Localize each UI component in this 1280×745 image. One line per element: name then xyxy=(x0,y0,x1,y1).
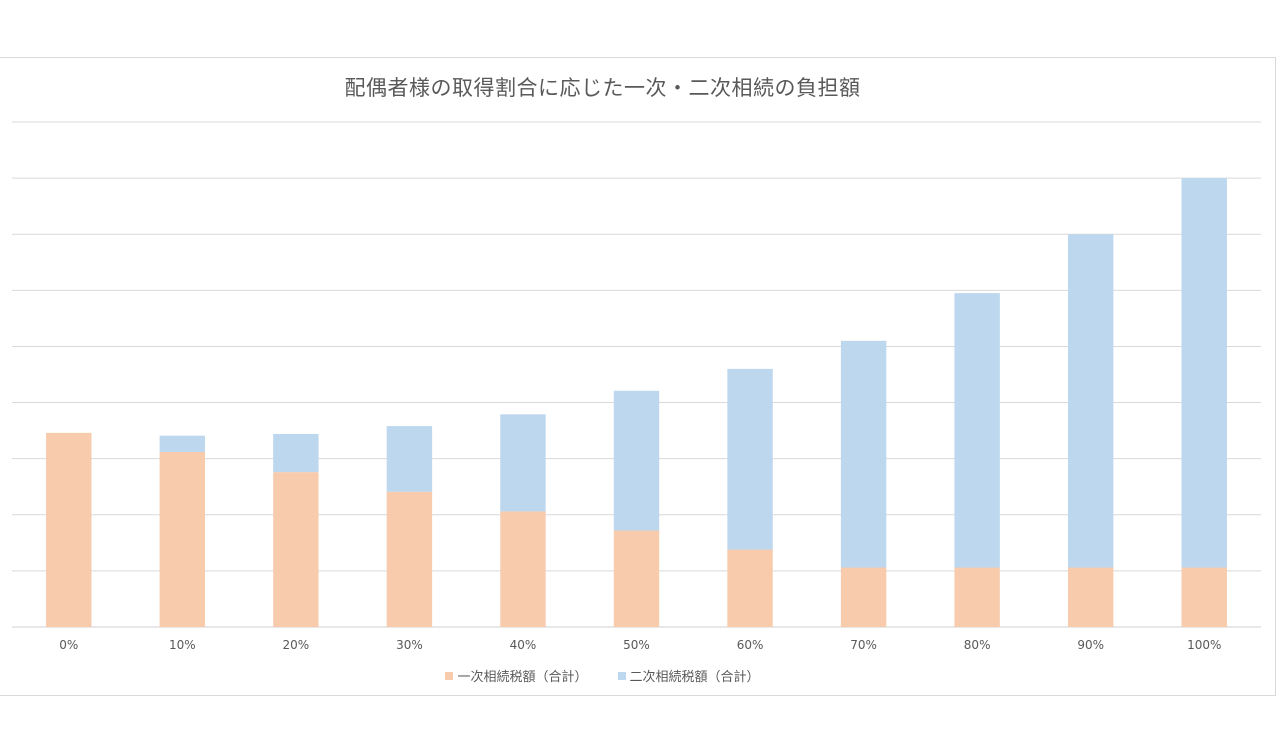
legend: 一次相続税額（合計） 二次相続税額（合計） xyxy=(0,666,1205,685)
legend-swatch-first xyxy=(445,671,454,680)
bar-second-60pct xyxy=(727,368,773,550)
bar-first-10pct xyxy=(159,451,206,627)
bar-second-100pct xyxy=(1181,178,1227,568)
x-tick-label: 40% xyxy=(510,638,537,652)
bar-first-0pct xyxy=(46,432,92,627)
bar-first-70pct xyxy=(840,567,887,627)
x-tick-label: 50% xyxy=(623,638,650,652)
bar-second-20pct xyxy=(273,433,319,473)
bar-second-70pct xyxy=(840,340,887,568)
gridlines xyxy=(12,121,1261,628)
legend-swatch-second xyxy=(617,671,626,680)
legend-item-first-inheritance: 一次相続税額（合計） xyxy=(445,666,588,685)
bar-first-40pct xyxy=(500,511,546,627)
bar-second-50pct xyxy=(613,390,660,531)
bar-first-80pct xyxy=(954,567,1000,627)
bar-first-90pct xyxy=(1067,567,1114,627)
x-tick-label: 0% xyxy=(59,638,78,652)
x-tick-label: 10% xyxy=(169,638,196,652)
bar-first-50pct xyxy=(613,530,660,627)
legend-item-second-inheritance: 二次相続税額（合計） xyxy=(617,666,760,685)
bar-second-10pct xyxy=(159,435,206,452)
bar-first-100pct xyxy=(1181,567,1227,627)
x-tick-label: 20% xyxy=(283,638,310,652)
bar-second-80pct xyxy=(954,293,1000,568)
chart-title: 配偶者様の取得割合に応じた一次・二次相続の負担額 xyxy=(344,76,861,100)
bar-second-40pct xyxy=(500,414,546,512)
bar-first-30pct xyxy=(386,491,433,627)
legend-label-second: 二次相続税額（合計） xyxy=(629,670,760,685)
bars xyxy=(46,178,1227,627)
x-tick-label: 90% xyxy=(1077,638,1104,652)
bar-second-90pct xyxy=(1067,234,1114,568)
x-tick-label: 100% xyxy=(1187,638,1221,652)
x-axis-tick-labels: 0% 10% 20% 30% 40% 50% 60% 70% 80% 90% 100% xyxy=(59,638,1221,652)
bar-first-60pct xyxy=(727,549,773,627)
bar-first-20pct xyxy=(273,472,319,627)
legend-label-first: 一次相続税額（合計） xyxy=(457,670,588,685)
x-tick-label: 80% xyxy=(964,638,991,652)
bar-second-30pct xyxy=(386,426,433,492)
x-tick-label: 70% xyxy=(850,638,877,652)
x-tick-label: 30% xyxy=(396,638,423,652)
x-tick-label: 60% xyxy=(737,638,764,652)
